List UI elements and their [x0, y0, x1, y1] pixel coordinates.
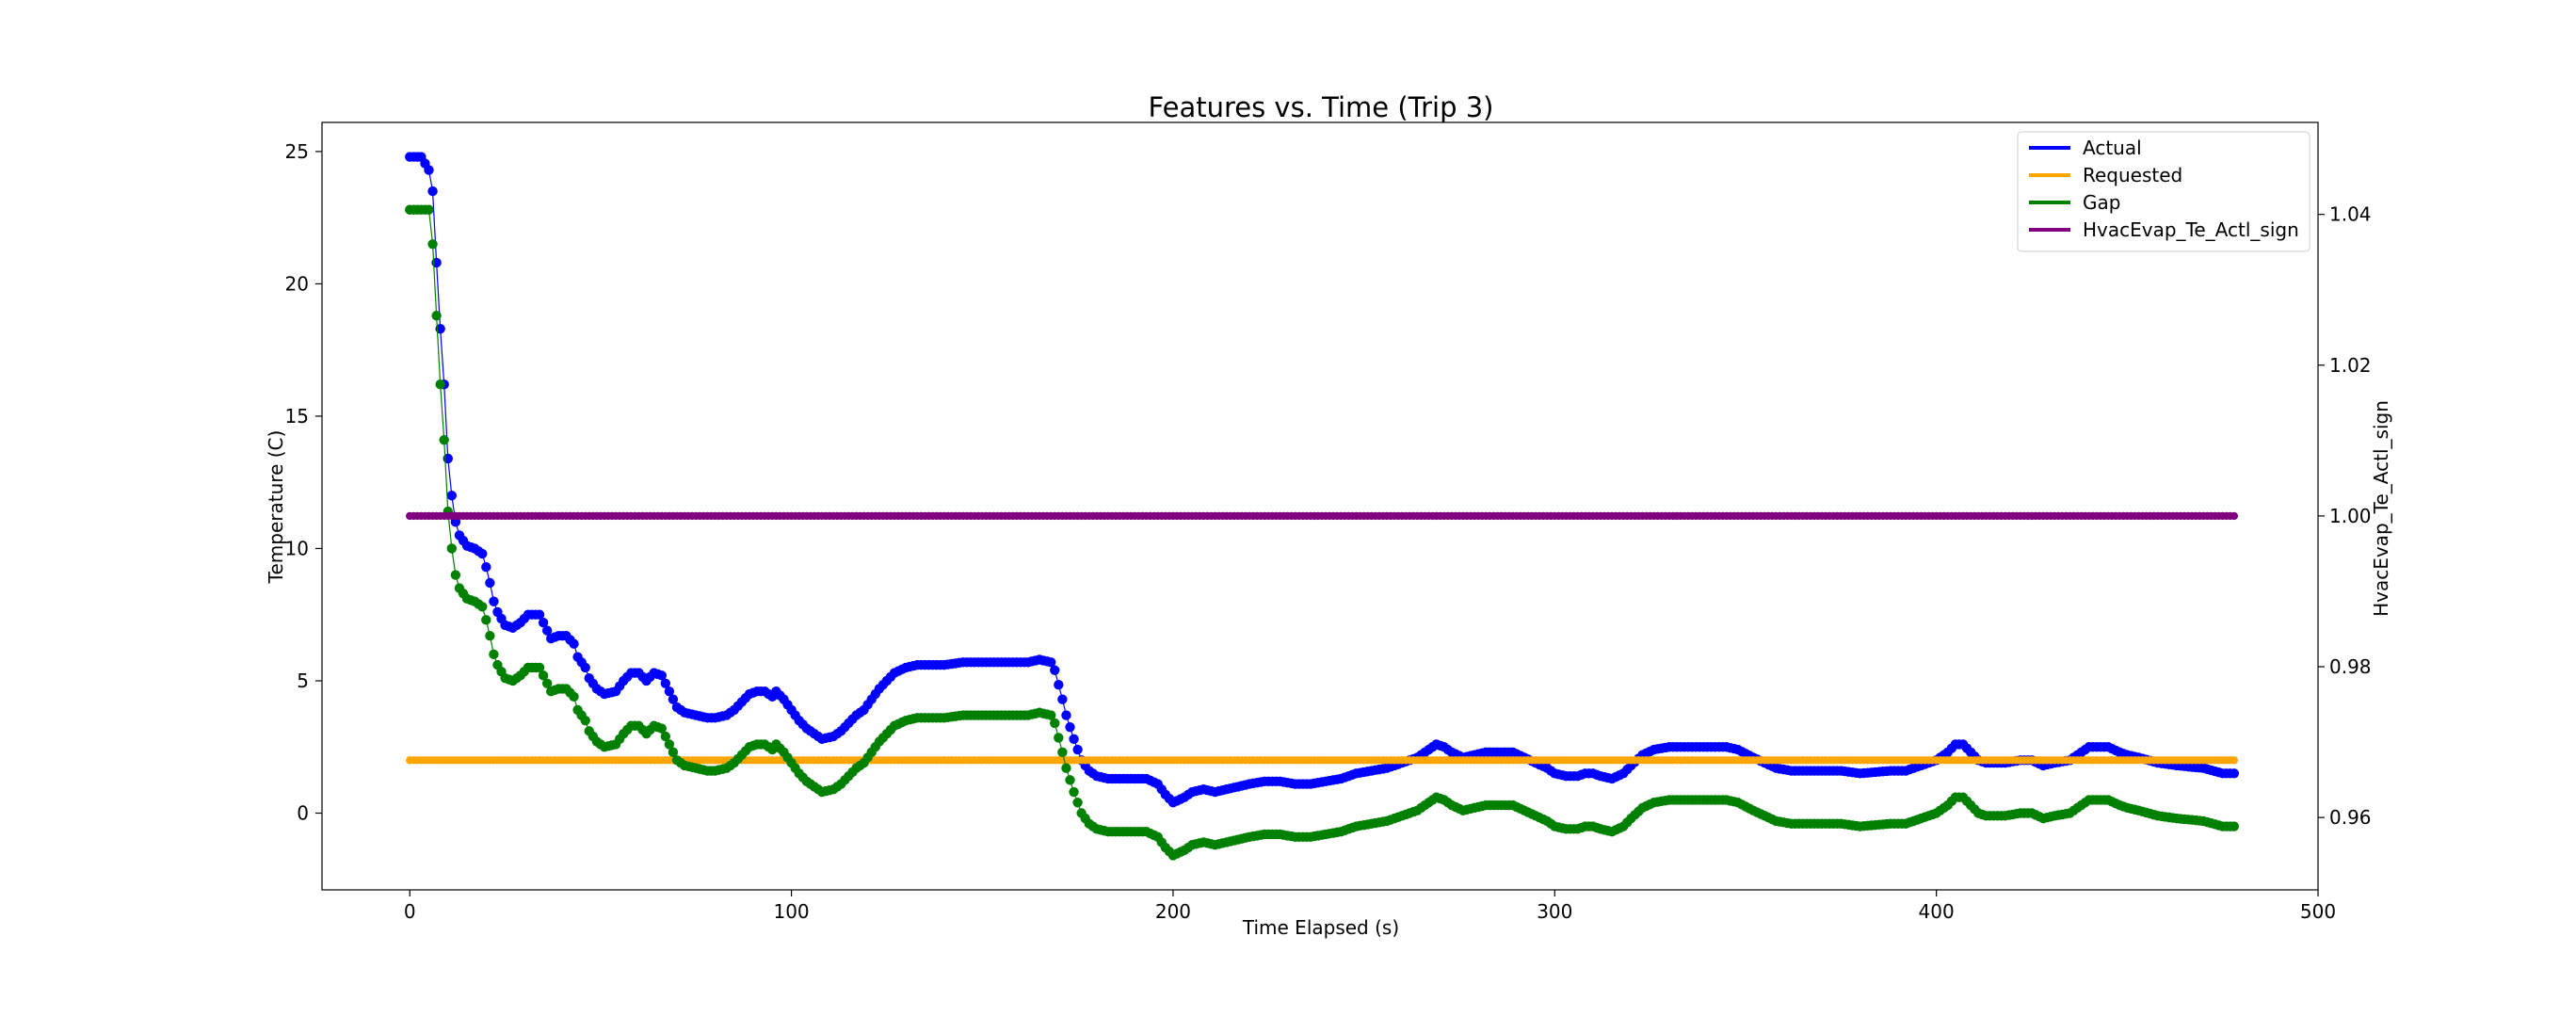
data-point	[1065, 775, 1075, 785]
legend-label: Gap	[2083, 191, 2120, 214]
data-point	[481, 561, 491, 573]
x-tick-label: 500	[2300, 900, 2336, 923]
data-point	[489, 649, 499, 660]
data-point	[477, 602, 488, 612]
data-point	[538, 670, 549, 681]
data-point	[1072, 798, 1083, 808]
y-right-tick-label: 0.96	[2329, 806, 2372, 829]
data-point	[1065, 721, 1075, 733]
data-point	[660, 678, 671, 688]
data-point	[446, 543, 458, 554]
legend-label: HvacEvap_Te_Actl_sign	[2083, 218, 2299, 241]
data-point	[1069, 786, 1079, 798]
data-point	[446, 491, 458, 501]
data-point	[569, 691, 579, 702]
data-point	[1069, 734, 1079, 745]
data-point	[668, 747, 679, 758]
data-point	[1054, 680, 1064, 690]
data-point	[1057, 694, 1068, 704]
x-axis-label: Time Elapsed (s)	[1242, 916, 1399, 939]
data-point	[1046, 657, 1056, 668]
data-point	[2230, 756, 2239, 765]
legend-frame	[2017, 131, 2310, 252]
series-gap	[405, 204, 2240, 861]
chart-title: Features vs. Time (Trip 3)	[1149, 91, 1494, 123]
y-tick-label: 10	[285, 537, 309, 559]
data-point	[431, 310, 442, 321]
x-axis-ticks: 0 100 200 300 400 500	[404, 890, 2336, 923]
data-point	[1046, 710, 1056, 720]
data-point	[485, 631, 495, 641]
data-point	[538, 617, 549, 628]
data-point	[450, 570, 461, 580]
x-tick-label: 0	[404, 900, 416, 923]
y-axis-right-ticks: 0.96 0.98 1.00 1.02 1.04	[2318, 203, 2372, 829]
data-point	[427, 239, 438, 250]
data-point	[427, 186, 438, 197]
y-right-tick-label: 1.04	[2329, 203, 2372, 226]
y-tick-label: 20	[285, 272, 309, 295]
data-point	[660, 731, 671, 742]
legend-label: Actual	[2083, 137, 2142, 159]
data-point	[656, 723, 667, 734]
data-point	[656, 670, 667, 681]
y-tick-label: 5	[297, 670, 309, 692]
series-hvacevap-te-actl-sign	[406, 511, 2239, 521]
data-point	[1054, 733, 1064, 743]
data-point	[439, 435, 449, 445]
data-point	[569, 638, 579, 649]
data-point	[1057, 747, 1068, 758]
data-point	[664, 686, 675, 697]
data-point	[485, 577, 495, 589]
x-tick-label: 100	[773, 900, 809, 923]
y-tick-label: 0	[297, 802, 309, 825]
y-tick-label: 15	[285, 405, 309, 428]
legend: Actual Requested Gap HvacEvap_Te_Actl_sign	[2017, 131, 2310, 252]
data-point	[424, 165, 434, 175]
data-point	[580, 662, 590, 673]
data-point	[435, 379, 445, 390]
data-point	[541, 678, 553, 688]
plot-frame	[321, 121, 2319, 891]
data-point	[1072, 744, 1083, 755]
y-right-tick-label: 0.98	[2329, 655, 2372, 678]
data-point	[534, 609, 545, 620]
data-point	[481, 615, 491, 625]
series-actual	[405, 152, 2240, 808]
data-point	[580, 715, 590, 726]
y-axis-right-label: HvacEvap_Te_Actl_sign	[2370, 400, 2392, 617]
data-point	[489, 596, 499, 606]
y-axis-left-label: Temperature (C)	[265, 430, 287, 585]
data-point	[1050, 665, 1060, 675]
data-point	[424, 204, 434, 215]
y-tick-label: 25	[285, 140, 309, 163]
legend-label: Requested	[2083, 164, 2182, 186]
data-point	[1061, 710, 1071, 720]
data-point	[2229, 768, 2240, 779]
data-point	[1050, 718, 1060, 729]
data-point	[1061, 763, 1071, 773]
x-tick-label: 300	[1537, 900, 1572, 923]
x-tick-label: 200	[1155, 900, 1191, 923]
data-point	[2230, 511, 2239, 521]
data-point	[541, 625, 553, 636]
data-point	[664, 739, 675, 750]
y-right-tick-label: 1.00	[2329, 505, 2372, 527]
data-point	[477, 548, 488, 559]
series-requested	[406, 756, 2239, 765]
y-axis-left-ticks: 0 5 10 15 20 25	[285, 140, 322, 825]
plot-series	[405, 152, 2240, 861]
x-tick-label: 400	[1919, 900, 1955, 923]
data-point	[2229, 821, 2240, 831]
y-right-tick-label: 1.02	[2329, 354, 2372, 377]
data-point	[534, 662, 545, 673]
data-point	[668, 694, 679, 704]
